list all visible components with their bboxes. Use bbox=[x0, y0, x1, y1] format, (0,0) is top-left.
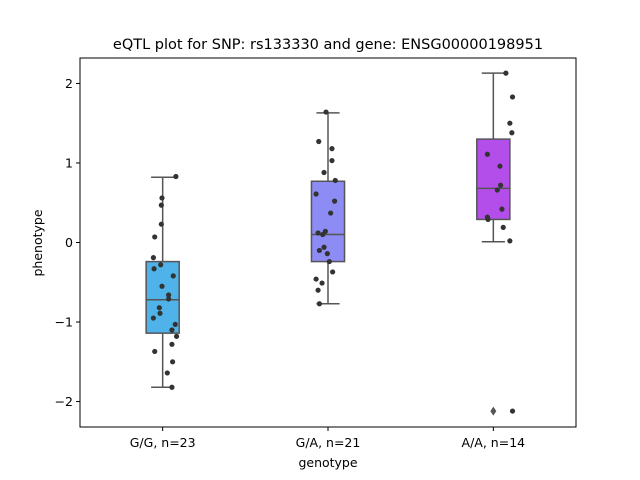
data-point bbox=[156, 305, 162, 311]
data-point bbox=[169, 384, 175, 390]
y-axis: −2 −1 0 1 2 bbox=[55, 76, 80, 409]
chart-title: eQTL plot for SNP: rs133330 and gene: EN… bbox=[113, 37, 543, 53]
data-point bbox=[150, 315, 157, 321]
plot-area bbox=[145, 70, 516, 416]
y-tick-label: 0 bbox=[65, 235, 73, 250]
data-point bbox=[159, 283, 165, 289]
data-point bbox=[498, 182, 504, 188]
data-point bbox=[164, 370, 170, 376]
x-tick-label: A/A, n=14 bbox=[462, 435, 526, 450]
data-point bbox=[152, 348, 158, 355]
data-point bbox=[173, 173, 179, 180]
data-point bbox=[152, 234, 158, 240]
data-point bbox=[321, 169, 327, 176]
box-group bbox=[476, 72, 511, 416]
data-point bbox=[158, 262, 164, 268]
y-tick-label: 1 bbox=[65, 155, 73, 170]
x-tick-label: G/G, n=23 bbox=[130, 435, 196, 450]
data-point bbox=[326, 258, 332, 265]
data-point bbox=[316, 138, 322, 145]
data-point bbox=[315, 230, 321, 236]
y-tick-label: −1 bbox=[55, 315, 73, 330]
data-point bbox=[497, 163, 503, 169]
box bbox=[476, 138, 511, 221]
data-point bbox=[170, 273, 176, 279]
y-tick-label: 2 bbox=[65, 76, 73, 91]
data-point bbox=[329, 146, 335, 152]
data-point bbox=[169, 341, 175, 347]
strip-points bbox=[150, 173, 180, 390]
data-point bbox=[494, 187, 500, 193]
data-point bbox=[332, 177, 338, 184]
data-point bbox=[484, 151, 490, 157]
data-point bbox=[169, 327, 175, 333]
data-point bbox=[169, 359, 176, 365]
data-point bbox=[172, 321, 178, 328]
data-point bbox=[151, 266, 157, 272]
data-point bbox=[330, 269, 336, 275]
data-point bbox=[316, 301, 323, 307]
data-point bbox=[158, 202, 164, 208]
data-point bbox=[150, 255, 157, 261]
x-axis: G/G, n=23 G/A, n=21 A/A, n=14 bbox=[130, 427, 525, 450]
data-point bbox=[158, 221, 164, 227]
x-axis-label: genotype bbox=[298, 455, 357, 470]
data-point bbox=[507, 120, 513, 126]
data-point bbox=[485, 216, 491, 223]
data-point bbox=[166, 296, 172, 302]
data-point bbox=[509, 94, 516, 100]
data-point bbox=[328, 210, 334, 216]
data-point bbox=[509, 408, 516, 414]
data-point bbox=[157, 310, 163, 316]
strip-points bbox=[313, 109, 338, 307]
data-point bbox=[313, 276, 319, 282]
data-point bbox=[315, 287, 321, 293]
data-point bbox=[166, 292, 172, 298]
x-tick-label: G/A, n=21 bbox=[296, 435, 361, 450]
data-point bbox=[159, 195, 165, 201]
strip-points bbox=[484, 70, 516, 414]
y-axis-label: phenotype bbox=[30, 209, 45, 276]
data-point bbox=[329, 157, 335, 164]
data-point bbox=[313, 191, 319, 197]
y-tick-label: −2 bbox=[55, 394, 73, 409]
data-point bbox=[323, 109, 329, 115]
data-point bbox=[319, 280, 325, 286]
data-point bbox=[173, 333, 180, 339]
data-point bbox=[321, 244, 327, 250]
data-point bbox=[500, 224, 506, 230]
data-point bbox=[316, 247, 323, 254]
data-point bbox=[499, 206, 505, 212]
data-point bbox=[320, 231, 326, 238]
data-point bbox=[509, 130, 515, 136]
data-point bbox=[324, 251, 330, 257]
outlier-marker bbox=[490, 406, 497, 416]
data-point bbox=[507, 238, 513, 244]
data-point bbox=[503, 70, 509, 76]
data-point bbox=[332, 198, 338, 204]
